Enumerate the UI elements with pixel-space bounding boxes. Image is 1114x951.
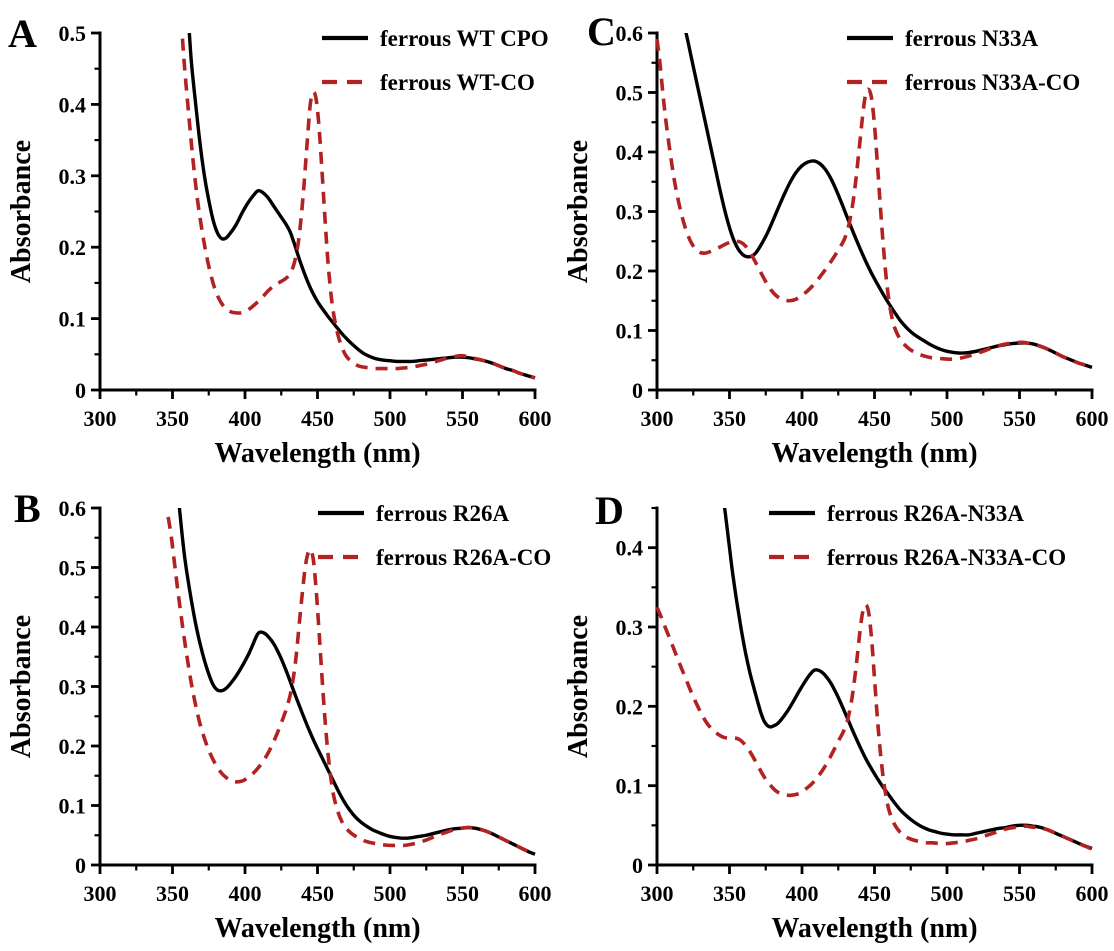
- x-tick-label: 300: [84, 881, 117, 906]
- series-ferrous-r26a-n33a-co: [656, 602, 1093, 851]
- panel-d-letter: D: [595, 488, 624, 533]
- legend: ferrous R26A-N33A ferrous R26A-N33A-CO: [769, 501, 1066, 570]
- x-axis-ticks: 300 350 400 450 500 550 600: [641, 390, 1109, 431]
- panel-a-letter: A: [8, 11, 37, 56]
- legend: ferrous WT CPO ferrous WT-CO: [322, 26, 549, 95]
- legend-label: ferrous WT CPO: [380, 26, 549, 51]
- legend: ferrous R26A ferrous R26A-CO: [318, 501, 551, 570]
- y-axis-ticks: 0 0.1 0.2 0.3 0.4 0.5 0.6: [616, 21, 657, 403]
- series-ferrous-n33a: [684, 33, 1093, 370]
- x-axis-ticks: 300 350 400 450 500 550 600: [641, 865, 1109, 906]
- legend-label: ferrous WT-CO: [380, 70, 535, 95]
- y-tick-label: 0.6: [59, 496, 87, 521]
- x-tick-label: 500: [374, 406, 407, 431]
- y-axis-title: Absorbance: [563, 615, 594, 758]
- spectra-chart-r26a: 300 350 400 450 500 550 600 0 0.1 0.2 0.3 0.4 0.5 0.6…: [6, 496, 552, 944]
- x-tick-label: 350: [713, 881, 746, 906]
- x-tick-label: 400: [229, 881, 262, 906]
- y-tick-label: 0: [632, 378, 643, 403]
- x-tick-label: 600: [1076, 881, 1109, 906]
- y-tick-label: 0.2: [616, 694, 644, 719]
- y-tick-label: 0.4: [59, 615, 87, 640]
- legend-label: ferrous R26A-CO: [376, 545, 551, 570]
- y-axis-ticks: 0 0.1 0.2 0.3 0.4 0.5: [59, 21, 100, 403]
- x-tick-label: 300: [641, 881, 674, 906]
- y-tick-label: 0.1: [59, 794, 87, 819]
- x-axis-ticks: 300 350 400 450 500 550 600: [84, 865, 552, 906]
- x-tick-label: 600: [1076, 406, 1109, 431]
- panel-c: C 300 350 400 450 500 550 600 0 0.1 0.2 0.3 0.4 0.5 0…: [557, 0, 1114, 475]
- series-ferrous-r26a-n33a: [722, 508, 1093, 850]
- y-axis-title: Absorbance: [6, 615, 37, 758]
- legend-label: ferrous R26A: [376, 501, 509, 526]
- x-tick-label: 500: [931, 881, 964, 906]
- y-tick-label: 0.2: [616, 259, 644, 284]
- x-tick-label: 400: [229, 406, 262, 431]
- y-tick-label: 0.6: [616, 21, 644, 46]
- x-axis-title: Wavelength (nm): [771, 438, 977, 469]
- legend-label: ferrous N33A: [905, 26, 1038, 51]
- y-axis-ticks: 0 0.1 0.2 0.3 0.4: [616, 506, 657, 878]
- x-tick-label: 500: [931, 406, 964, 431]
- x-axis-ticks: 300 350 400 450 500 550 600: [84, 390, 552, 431]
- y-tick-label: 0.4: [616, 536, 644, 561]
- y-tick-label: 0.1: [616, 319, 644, 344]
- x-axis-title: Wavelength (nm): [771, 913, 977, 944]
- y-tick-label: 0.3: [59, 164, 87, 189]
- y-tick-label: 0.3: [59, 675, 87, 700]
- x-axis-title: Wavelength (nm): [214, 913, 420, 944]
- x-tick-label: 450: [858, 881, 891, 906]
- x-tick-label: 350: [713, 406, 746, 431]
- y-tick-label: 0.1: [59, 307, 87, 332]
- y-tick-label: 0.3: [616, 200, 644, 225]
- y-tick-label: 0.4: [59, 92, 87, 117]
- y-tick-label: 0.4: [616, 140, 644, 165]
- y-tick-label: 0.5: [59, 556, 87, 581]
- panel-a: A 300 350 400 450 500 550 600 0 0.1 0.2 0.3 0.4 0.5 W…: [0, 0, 557, 475]
- series-ferrous-wt-co: [180, 33, 536, 380]
- legend-label: ferrous R26A-N33A-CO: [827, 545, 1066, 570]
- x-tick-label: 550: [446, 881, 479, 906]
- x-tick-label: 550: [446, 406, 479, 431]
- legend-label: ferrous R26A-N33A: [827, 501, 1024, 526]
- y-axis-title: Absorbance: [6, 140, 37, 283]
- panel-d: D 300 350 400 450 500 550 600 0 0.1 0.2 0.3 0.4 Wave…: [557, 475, 1114, 951]
- x-tick-label: 600: [519, 406, 552, 431]
- x-tick-label: 350: [156, 881, 189, 906]
- x-tick-label: 300: [84, 406, 117, 431]
- y-tick-label: 0.1: [616, 774, 644, 799]
- y-tick-label: 0: [75, 853, 86, 878]
- x-tick-label: 550: [1003, 406, 1036, 431]
- y-tick-label: 0: [632, 853, 643, 878]
- y-tick-label: 0.5: [59, 21, 87, 46]
- panel-c-letter: C: [587, 9, 616, 54]
- spectra-chart-wt: 300 350 400 450 500 550 600 0 0.1 0.2 0.3 0.4 0.5 Wav…: [6, 21, 552, 469]
- legend: ferrous N33A ferrous N33A-CO: [847, 26, 1080, 95]
- x-axis-title: Wavelength (nm): [214, 438, 420, 469]
- y-tick-label: 0: [75, 378, 86, 403]
- y-tick-label: 0.2: [59, 734, 87, 759]
- x-tick-label: 350: [156, 406, 189, 431]
- x-tick-label: 500: [374, 881, 407, 906]
- panel-b-letter: B: [14, 486, 41, 531]
- x-tick-label: 550: [1003, 881, 1036, 906]
- x-tick-label: 450: [858, 406, 891, 431]
- spectra-chart-n33a: 300 350 400 450 500 550 600 0 0.1 0.2 0.3 0.4 0.5 0.6…: [563, 21, 1109, 469]
- spectra-chart-r26a-n33a: 300 350 400 450 500 550 600 0 0.1 0.2 0.3 0.4 Wavele…: [563, 501, 1109, 944]
- x-tick-label: 600: [519, 881, 552, 906]
- x-tick-label: 450: [301, 881, 334, 906]
- x-tick-label: 450: [301, 406, 334, 431]
- y-tick-label: 0.3: [616, 615, 644, 640]
- y-axis-ticks: 0 0.1 0.2 0.3 0.4 0.5 0.6: [59, 496, 100, 878]
- x-tick-label: 400: [786, 406, 819, 431]
- y-tick-label: 0.2: [59, 235, 87, 260]
- x-tick-label: 400: [786, 881, 819, 906]
- panel-b: B 300 350 400 450 500 550 600 0 0.1 0.2 0.3 0.4 0.5 0…: [0, 475, 557, 951]
- y-tick-label: 0.5: [616, 81, 644, 106]
- legend-label: ferrous N33A-CO: [905, 70, 1080, 95]
- y-axis-title: Absorbance: [563, 140, 594, 283]
- x-tick-label: 300: [641, 406, 674, 431]
